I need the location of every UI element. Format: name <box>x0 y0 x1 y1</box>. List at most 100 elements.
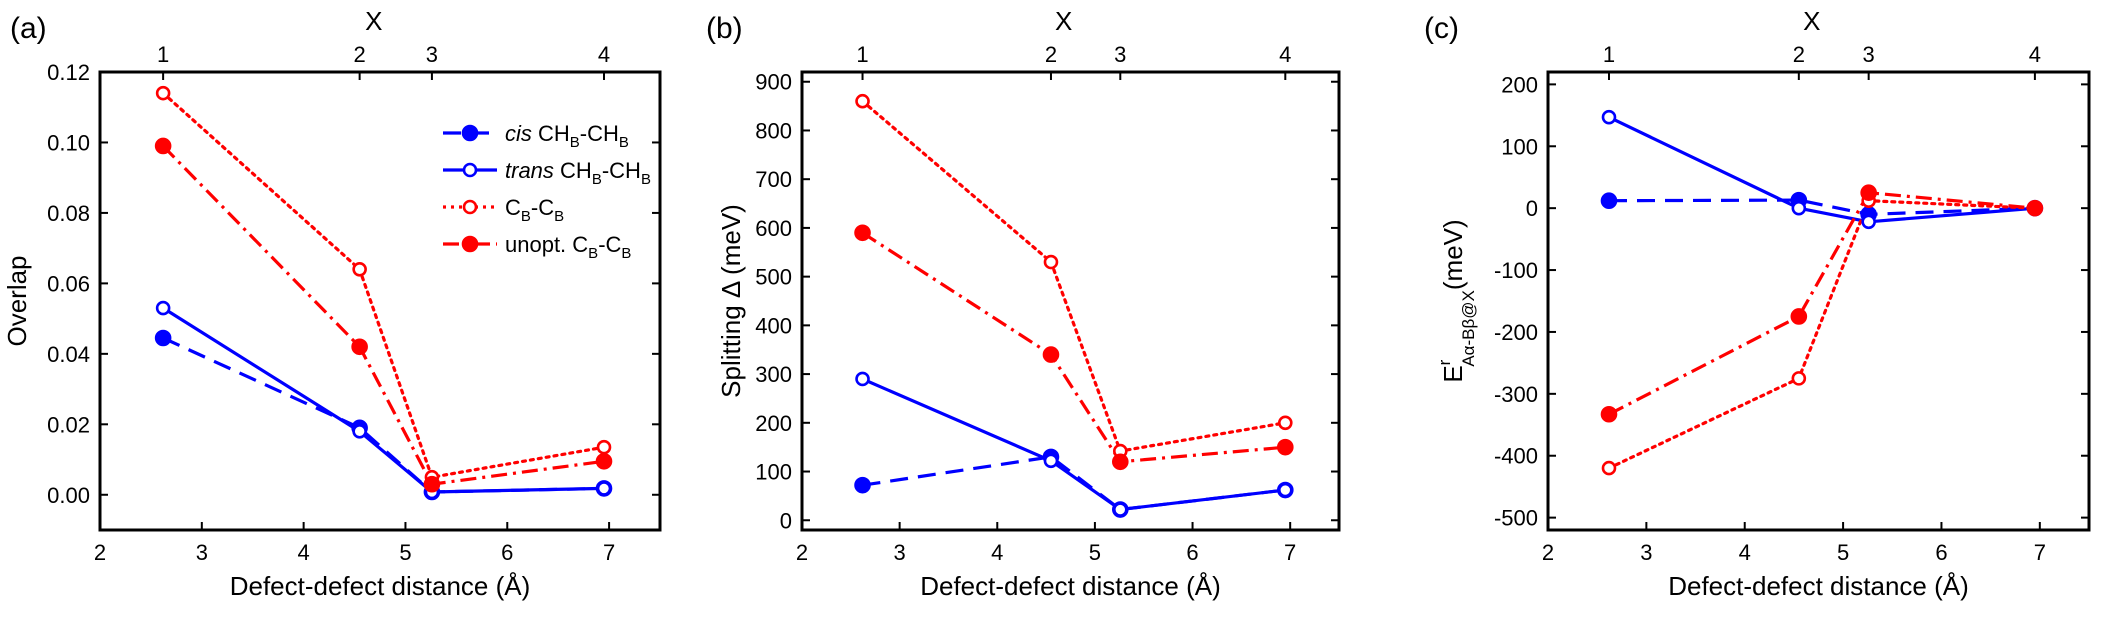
legend-sub: B <box>621 245 631 262</box>
legend-pre: CH <box>560 158 592 183</box>
series-line-cb <box>1607 199 2037 470</box>
top-axis-label: X <box>1803 6 1820 36</box>
top-axis-label: X <box>1055 6 1072 36</box>
data-point-unopt <box>1790 308 1808 325</box>
data-point-trans <box>1791 200 1807 216</box>
legend-pre: CH <box>538 121 570 146</box>
x-tick-label: 2 <box>796 540 808 565</box>
legend-label-trans: trans CHB-CHB <box>505 158 651 188</box>
y-tick-label: -100 <box>1494 258 1538 283</box>
data-point-cb <box>1601 460 1617 476</box>
data-point-trans <box>1112 502 1128 517</box>
legend-sub: B <box>641 171 651 188</box>
data-point-unopt <box>1111 453 1129 471</box>
x-tick-label: 4 <box>991 540 1003 565</box>
top-tick-label: 1 <box>157 42 169 67</box>
data-point-cb <box>1043 254 1059 270</box>
y-label-sup: r <box>1435 359 1454 365</box>
panel-label: (c) <box>1424 12 1459 45</box>
top-tick-label: 4 <box>1279 42 1291 67</box>
y-axis-label: Splitting Δ (meV) <box>716 204 746 398</box>
legend-label-cb: CB-CB <box>505 195 564 225</box>
x-tick-label: 7 <box>603 540 615 565</box>
top-tick-label: 4 <box>598 42 610 67</box>
series-line-trans <box>1608 115 2036 224</box>
series-line-trans <box>861 377 1286 512</box>
data-point-trans <box>155 300 171 316</box>
y-tick-label: 200 <box>1501 72 1538 97</box>
data-point-unopt <box>154 137 172 155</box>
y-tick-label: -400 <box>1494 444 1538 469</box>
top-tick-label: 4 <box>2029 42 2041 67</box>
data-point-unopt <box>351 338 368 356</box>
legend-label-unopt: unopt. CB-CB <box>505 232 631 262</box>
y-tick-label: 300 <box>755 362 792 387</box>
x-axis-label: Defect-defect distance (Å) <box>230 571 531 601</box>
legend-sub: B <box>554 208 564 225</box>
series-line-cb <box>161 91 606 479</box>
legend-label-cis: cis CHB-CHB <box>505 121 629 151</box>
x-tick-label: 4 <box>298 540 310 565</box>
series-line-unopt <box>1608 191 2036 416</box>
data-point-unopt <box>423 475 441 493</box>
legend-sub: B <box>570 134 580 151</box>
data-point-cb <box>1278 415 1293 431</box>
legend-marker-trans <box>462 162 478 178</box>
x-tick-label: 5 <box>1837 540 1849 565</box>
y-tick-label: 0.08 <box>47 201 90 226</box>
legend-italic: cis <box>505 121 538 146</box>
y-tick-label: 0.10 <box>47 130 90 155</box>
data-point-cb <box>155 85 171 101</box>
data-point-cb <box>855 93 870 109</box>
y-tick-label: 500 <box>755 265 792 290</box>
y-label-units: (meV) <box>1438 219 1468 290</box>
legend-sub: B <box>521 208 531 225</box>
series-line-trans <box>162 306 605 494</box>
y-tick-label: -300 <box>1494 382 1538 407</box>
y-tick-label: 0 <box>780 508 792 533</box>
y-tick-label: 0.02 <box>47 412 90 437</box>
y-tick-label: 900 <box>755 70 792 95</box>
panel-label: (a) <box>10 12 47 45</box>
legend-mid: -CH <box>602 158 641 183</box>
data-point-unopt <box>1860 184 1877 201</box>
top-axis-label: X <box>365 6 382 36</box>
data-point-cis <box>154 329 172 347</box>
y-label-main: E <box>1438 365 1468 382</box>
x-axis-label: Defect-defect distance (Å) <box>920 571 1221 601</box>
series-line-unopt <box>861 231 1286 464</box>
x-tick-label: 3 <box>196 540 208 565</box>
y-tick-label: 0.06 <box>47 271 90 296</box>
top-tick-label: 1 <box>1603 42 1615 67</box>
legend-mid: -C <box>598 232 621 257</box>
legend-sub: B <box>619 134 629 151</box>
legend-mid: -C <box>531 195 554 220</box>
y-tick-label: 200 <box>755 411 792 436</box>
y-tick-label: 0.00 <box>47 483 90 508</box>
y-tick-label: 400 <box>755 313 792 338</box>
y-tick-label: 0 <box>1526 196 1538 221</box>
y-tick-label: -200 <box>1494 320 1538 345</box>
x-axis-label: Defect-defect distance (Å) <box>1668 571 1969 601</box>
x-tick-label: 2 <box>94 540 106 565</box>
plot-area <box>1600 109 2044 476</box>
series-line-cis <box>862 455 1286 512</box>
data-point-trans <box>1278 482 1293 498</box>
data-point-trans <box>596 481 612 496</box>
data-point-unopt <box>1600 405 1618 423</box>
top-tick-label: 2 <box>1045 42 1057 67</box>
data-point-trans <box>1861 214 1876 230</box>
legend-marker-unopt <box>461 235 479 253</box>
y-axis-label: Er Aα-Bβ@X(meV) <box>1435 219 1478 382</box>
series-line-cis <box>162 336 605 494</box>
data-point-unopt <box>1042 346 1060 363</box>
data-point-unopt <box>2026 199 2044 217</box>
y-axis-label: Overlap <box>2 255 32 346</box>
y-tick-label: 0.12 <box>47 60 90 85</box>
y-tick-label: 800 <box>755 118 792 143</box>
data-point-trans <box>1601 109 1617 125</box>
data-point-cis <box>854 476 871 494</box>
axes-box <box>98 70 662 532</box>
x-tick-label: 7 <box>2034 540 2046 565</box>
